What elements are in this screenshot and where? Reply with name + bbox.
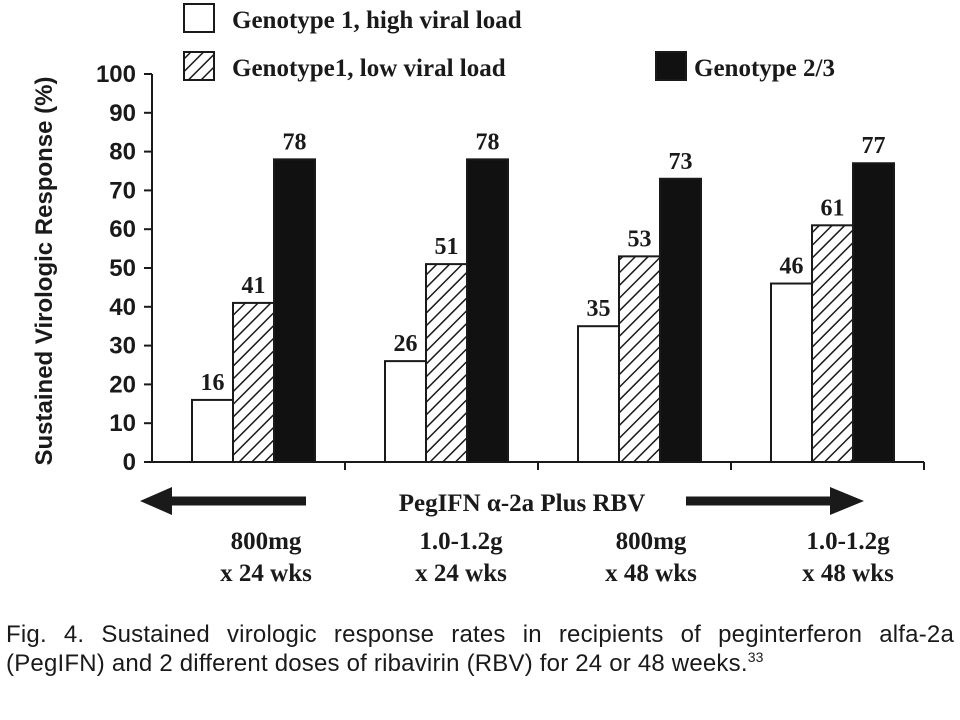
bar-low-viral-load bbox=[232, 301, 275, 464]
right-arrowhead bbox=[830, 487, 864, 515]
bar-high-viral-load bbox=[770, 282, 813, 463]
legend-swatch-low-viral-load bbox=[183, 51, 215, 81]
bar-value-label: 73 bbox=[669, 149, 693, 175]
left-arrowhead bbox=[140, 487, 172, 515]
y-tick-label: 100 bbox=[96, 61, 136, 88]
bar-value-label: 35 bbox=[587, 296, 611, 322]
bar-high-viral-load bbox=[384, 360, 427, 463]
bar-genotype-2-3 bbox=[659, 177, 702, 463]
bar-value-label: 61 bbox=[821, 195, 845, 221]
legend-swatch-genotype-2-3 bbox=[655, 51, 687, 81]
bar-genotype-2-3 bbox=[852, 162, 895, 464]
bar-low-viral-load bbox=[811, 224, 854, 463]
caption-reference: 33 bbox=[747, 649, 764, 665]
bar-value-label: 16 bbox=[201, 370, 225, 396]
y-tick-label: 50 bbox=[109, 255, 136, 282]
y-tick-label: 90 bbox=[109, 100, 136, 127]
y-tick-label: 10 bbox=[109, 410, 136, 437]
bar-value-label: 26 bbox=[394, 331, 418, 357]
bars: 16 41 78 26 51 78 35 53 73 46 61 77 bbox=[191, 129, 895, 464]
bar-genotype-2-3 bbox=[466, 158, 509, 464]
category-label-line1: 1.0-1.2g bbox=[419, 528, 503, 555]
y-tick-label: 0 bbox=[123, 449, 136, 476]
bar-high-viral-load bbox=[191, 398, 234, 464]
bar-value-label: 78 bbox=[476, 129, 500, 155]
legend: Genotype 1, high viral load Genotype1, l… bbox=[183, 3, 835, 82]
bar-value-label: 46 bbox=[780, 254, 804, 280]
y-tick-label: 30 bbox=[109, 333, 136, 360]
y-tick-label: 60 bbox=[109, 216, 136, 243]
y-tick-label: 20 bbox=[109, 371, 136, 398]
category-label-line1: 800mg bbox=[231, 528, 302, 555]
bar-value-label: 77 bbox=[862, 133, 886, 159]
legend-swatch-high-viral-load bbox=[183, 3, 215, 33]
category-labels: 800mg x 24 wks 1.0-1.2g x 24 wks 800mg x 48 w… bbox=[220, 528, 894, 587]
bar-high-viral-load bbox=[577, 325, 620, 464]
legend-label-high-viral-load: Genotype 1, high viral load bbox=[232, 7, 522, 34]
y-tick-label: 80 bbox=[109, 139, 136, 166]
y-tick-label: 40 bbox=[109, 294, 136, 321]
legend-label-low-viral-load: Genotype1, low viral load bbox=[232, 55, 506, 82]
figure-caption: Fig. 4. Sustained virologic response rat… bbox=[6, 620, 954, 678]
bar-value-label: 41 bbox=[242, 273, 266, 299]
category-label-line1: 800mg bbox=[616, 528, 687, 555]
category-label-line2: x 24 wks bbox=[415, 560, 507, 587]
bar-value-label: 78 bbox=[283, 129, 307, 155]
category-label-line2: x 48 wks bbox=[802, 560, 894, 587]
category-label-line1: 1.0-1.2g bbox=[806, 528, 890, 555]
bar-value-label: 53 bbox=[628, 226, 652, 252]
y-axis-label: Sustained Virologic Response (%) bbox=[31, 77, 58, 466]
category-label-line2: x 48 wks bbox=[605, 560, 697, 587]
caption-text: Fig. 4. Sustained virologic response rat… bbox=[6, 621, 954, 677]
legend-label-genotype-2-3: Genotype 2/3 bbox=[694, 55, 835, 82]
category-label-line2: x 24 wks bbox=[220, 560, 312, 587]
bar-genotype-2-3 bbox=[273, 158, 316, 464]
arrow-band: PegIFN α-2a Plus RBV bbox=[140, 487, 864, 517]
arrow-label: PegIFN α-2a Plus RBV bbox=[399, 490, 646, 517]
bar-low-viral-load bbox=[618, 255, 661, 463]
y-tick-label: 70 bbox=[109, 177, 136, 204]
bar-low-viral-load bbox=[425, 263, 468, 463]
bar-value-label: 51 bbox=[435, 234, 459, 260]
bar-chart: Genotype 1, high viral load Genotype1, l… bbox=[31, 3, 925, 587]
